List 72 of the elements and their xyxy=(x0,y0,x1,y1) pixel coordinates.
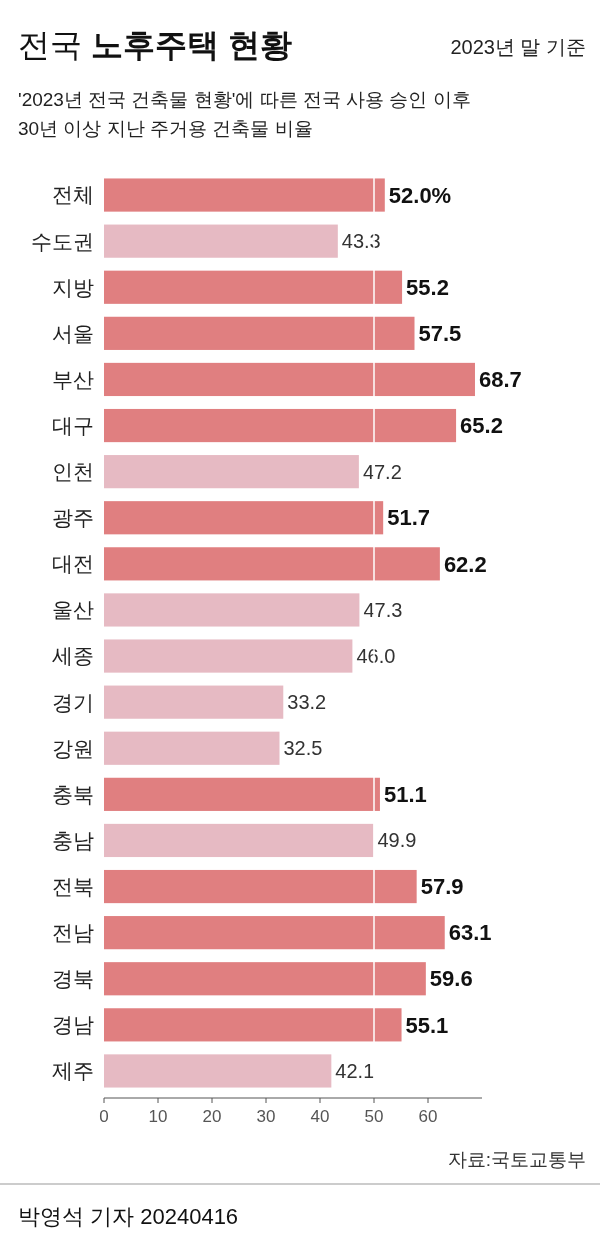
y-tick-label: 서울 xyxy=(52,321,94,345)
data-label: 49.9 xyxy=(377,829,417,852)
bar xyxy=(104,1054,332,1088)
bar xyxy=(104,869,417,904)
data-label: 33.2 xyxy=(287,691,327,714)
data-label: 65.2 xyxy=(460,413,503,439)
data-label: 47.3 xyxy=(363,598,403,621)
data-label: 46.0 xyxy=(356,645,396,668)
x-tick-label: 40 xyxy=(310,1107,330,1126)
text: 2023년 말 기준 xyxy=(450,36,586,58)
bar xyxy=(104,224,338,258)
y-tick-label: 대전 xyxy=(52,552,94,576)
bar xyxy=(104,178,385,212)
y-tick-label: 제주 xyxy=(52,1059,94,1083)
data-label: 68.7 xyxy=(478,367,522,393)
y-tick-label: 울산 xyxy=(52,598,94,622)
data-label: 51.1 xyxy=(383,782,427,808)
x-tick-label: 10 xyxy=(148,1107,168,1126)
y-tick-label: 부산 xyxy=(52,367,94,391)
x-tick-label: 50 xyxy=(364,1107,384,1126)
bar xyxy=(104,731,280,765)
x-tick-label: 30 xyxy=(256,1107,276,1126)
bar xyxy=(104,916,445,950)
data-label: 32.5 xyxy=(283,737,323,760)
data-label: 59.6 xyxy=(429,966,473,992)
text: 박영석 기자 20240416 xyxy=(18,1204,239,1229)
chart-subtitle: '2023년 전국 건축물 현황'에 따른 전국 사용 승인 이후 30년 이상 지난 주거용 건축물 비율 xyxy=(18,89,471,139)
bar xyxy=(104,455,359,489)
y-tick-label: 충남 xyxy=(52,828,94,852)
bar xyxy=(104,316,415,350)
y-tick-label: 경남 xyxy=(52,1013,94,1037)
bar xyxy=(104,685,284,719)
y-tick-label: 전체 xyxy=(52,183,94,207)
x-tick-label: 0 xyxy=(99,1107,109,1126)
bar xyxy=(104,639,353,673)
y-tick-label: 광주 xyxy=(52,506,94,530)
data-label: 57.5 xyxy=(418,321,462,347)
y-tick-label: 전남 xyxy=(52,921,94,944)
chart-title: 전국 노후주택 현황 xyxy=(18,27,292,63)
bar xyxy=(104,823,374,858)
bar xyxy=(104,408,457,443)
bar xyxy=(104,777,380,811)
y-tick-label: 경북 xyxy=(52,967,94,991)
bar xyxy=(104,501,384,535)
data-label: 63.1 xyxy=(448,920,492,946)
y-tick-label: 인천 xyxy=(52,460,94,483)
bar xyxy=(104,1008,402,1042)
text: 자료:국토교통부 xyxy=(447,1149,586,1170)
x-tick-label: 20 xyxy=(202,1107,222,1126)
y-tick-label: 지방 xyxy=(52,275,94,299)
y-tick-label: 전북 xyxy=(52,874,94,898)
data-label: 51.7 xyxy=(387,505,431,531)
bar xyxy=(104,270,403,304)
data-label: 55.2 xyxy=(406,274,449,300)
y-tick-label: 세종 xyxy=(52,644,94,668)
bar xyxy=(104,962,426,996)
y-tick-label: 충북 xyxy=(52,782,94,806)
bar xyxy=(104,362,475,397)
x-tick-label: 60 xyxy=(418,1107,438,1126)
data-label: 42.1 xyxy=(335,1059,375,1082)
data-label: 52.0% xyxy=(388,182,452,208)
data-label: 55.1 xyxy=(405,1012,449,1038)
bar xyxy=(104,593,360,627)
bar xyxy=(104,547,440,581)
y-tick-label: 강원 xyxy=(52,736,94,760)
y-tick-label: 경기 xyxy=(52,690,94,714)
data-label: 47.2 xyxy=(362,460,402,483)
data-label: 57.9 xyxy=(420,874,464,900)
y-tick-label: 대구 xyxy=(52,413,94,437)
y-tick-label: 수도권 xyxy=(31,229,94,253)
data-label: 43.3 xyxy=(341,230,381,253)
data-label: 62.2 xyxy=(443,551,487,577)
